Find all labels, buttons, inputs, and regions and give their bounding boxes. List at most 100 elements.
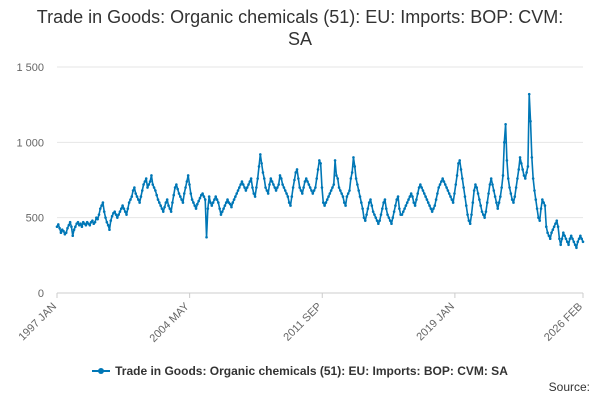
data-point[interactable]: [133, 186, 136, 189]
data-point[interactable]: [290, 195, 294, 198]
data-point[interactable]: [244, 189, 248, 192]
data-point[interactable]: [350, 171, 354, 174]
data-point[interactable]: [243, 186, 246, 189]
data-point[interactable]: [352, 156, 355, 159]
data-point[interactable]: [285, 192, 288, 195]
data-point[interactable]: [302, 186, 305, 189]
data-point[interactable]: [269, 177, 273, 180]
data-point[interactable]: [443, 183, 447, 186]
data-point[interactable]: [67, 223, 71, 227]
data-point[interactable]: [126, 207, 130, 210]
data-point[interactable]: [306, 180, 309, 183]
data-point[interactable]: [116, 216, 119, 219]
data-point[interactable]: [146, 186, 149, 189]
data-point[interactable]: [363, 219, 367, 222]
data-point[interactable]: [215, 198, 219, 201]
data-point[interactable]: [252, 192, 256, 195]
data-point[interactable]: [154, 189, 157, 192]
data-point[interactable]: [449, 195, 452, 198]
data-point[interactable]: [499, 195, 502, 198]
data-point[interactable]: [487, 192, 490, 195]
data-point[interactable]: [374, 216, 378, 219]
data-point[interactable]: [188, 183, 191, 186]
data-point[interactable]: [297, 177, 300, 180]
data-point[interactable]: [442, 180, 446, 183]
data-point[interactable]: [382, 201, 385, 204]
data-point[interactable]: [247, 183, 250, 186]
data-point[interactable]: [59, 231, 63, 235]
data-point[interactable]: [207, 195, 211, 198]
data-point[interactable]: [299, 189, 303, 192]
data-point[interactable]: [268, 183, 271, 186]
data-point[interactable]: [421, 189, 425, 192]
data-point[interactable]: [471, 201, 475, 204]
data-point[interactable]: [407, 198, 410, 201]
data-point[interactable]: [58, 226, 61, 230]
data-point[interactable]: [348, 189, 351, 192]
data-point[interactable]: [562, 231, 565, 235]
data-point[interactable]: [300, 192, 304, 195]
data-point[interactable]: [581, 240, 585, 244]
data-point[interactable]: [433, 204, 437, 207]
data-point[interactable]: [345, 195, 349, 198]
data-point[interactable]: [134, 192, 137, 195]
data-point[interactable]: [450, 198, 454, 201]
data-point[interactable]: [151, 183, 155, 186]
data-point[interactable]: [273, 186, 277, 189]
data-point[interactable]: [180, 198, 183, 201]
data-point[interactable]: [156, 198, 160, 201]
data-point[interactable]: [349, 177, 353, 180]
data-point[interactable]: [310, 189, 313, 192]
data-point[interactable]: [72, 228, 76, 232]
data-point[interactable]: [192, 201, 195, 204]
data-point[interactable]: [440, 180, 443, 183]
data-point[interactable]: [366, 207, 370, 210]
data-point[interactable]: [289, 204, 292, 207]
data-point[interactable]: [294, 171, 298, 174]
data-point[interactable]: [184, 186, 187, 189]
data-point[interactable]: [127, 201, 131, 204]
data-point[interactable]: [390, 222, 393, 225]
data-point[interactable]: [505, 159, 509, 162]
data-point[interactable]: [93, 220, 97, 224]
data-point[interactable]: [181, 201, 185, 204]
data-point[interactable]: [245, 186, 249, 189]
data-point[interactable]: [113, 210, 117, 213]
data-point[interactable]: [555, 219, 559, 222]
data-point[interactable]: [125, 213, 128, 216]
data-point[interactable]: [415, 198, 418, 201]
data-point[interactable]: [123, 210, 127, 213]
data-point[interactable]: [80, 225, 84, 229]
data-point[interactable]: [206, 207, 210, 210]
data-point[interactable]: [315, 177, 319, 180]
data-point[interactable]: [457, 162, 460, 165]
data-point[interactable]: [466, 213, 469, 216]
data-point[interactable]: [516, 177, 519, 180]
data-point[interactable]: [356, 183, 359, 186]
data-point[interactable]: [422, 192, 426, 195]
data-point[interactable]: [314, 186, 317, 189]
data-point[interactable]: [203, 198, 207, 201]
data-point[interactable]: [367, 201, 371, 204]
data-point[interactable]: [400, 213, 404, 216]
data-point[interactable]: [214, 195, 218, 198]
data-point[interactable]: [394, 204, 397, 207]
data-point[interactable]: [185, 180, 189, 183]
data-point[interactable]: [576, 240, 580, 244]
data-point[interactable]: [331, 186, 334, 189]
data-point[interactable]: [340, 192, 343, 195]
data-point[interactable]: [361, 207, 364, 210]
data-point[interactable]: [458, 159, 462, 162]
data-point[interactable]: [398, 207, 401, 210]
data-point[interactable]: [319, 162, 322, 165]
data-point[interactable]: [270, 180, 274, 183]
data-point[interactable]: [425, 198, 429, 201]
data-point[interactable]: [205, 235, 208, 239]
data-point[interactable]: [521, 168, 524, 171]
data-point[interactable]: [454, 183, 458, 186]
data-point[interactable]: [232, 198, 236, 201]
data-point[interactable]: [482, 213, 485, 216]
data-point[interactable]: [165, 198, 169, 201]
data-point[interactable]: [568, 237, 572, 241]
data-point[interactable]: [546, 231, 549, 235]
